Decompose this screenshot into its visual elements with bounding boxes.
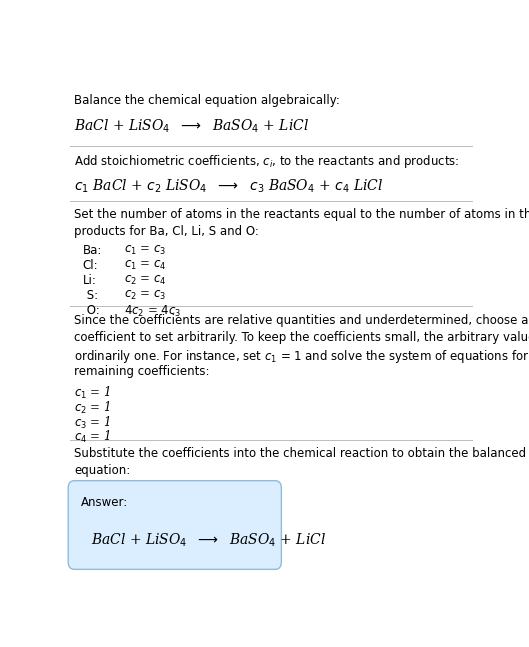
Text: Add stoichiometric coefficients, $c_i$, to the reactants and products:: Add stoichiometric coefficients, $c_i$, … <box>74 153 460 170</box>
Text: coefficient to set arbitrarily. To keep the coefficients small, the arbitrary va: coefficient to set arbitrarily. To keep … <box>74 331 529 344</box>
Text: Cl:: Cl: <box>83 259 98 272</box>
Text: $c_3$ = 1: $c_3$ = 1 <box>74 415 111 430</box>
FancyBboxPatch shape <box>68 481 281 569</box>
Text: Substitute the coefficients into the chemical reaction to obtain the balanced: Substitute the coefficients into the che… <box>74 447 526 460</box>
Text: $c_2$ = $c_4$: $c_2$ = $c_4$ <box>124 274 166 287</box>
Text: BaCl + LiSO$_4$  $\longrightarrow$  BaSO$_4$ + LiCl: BaCl + LiSO$_4$ $\longrightarrow$ BaSO$_… <box>74 118 309 135</box>
Text: equation:: equation: <box>74 465 131 477</box>
Text: Ba:: Ba: <box>83 244 102 257</box>
Text: Li:: Li: <box>83 274 96 287</box>
Text: Answer:: Answer: <box>80 496 127 509</box>
Text: $c_2$ = 1: $c_2$ = 1 <box>74 399 111 415</box>
Text: BaCl + LiSO$_4$  $\longrightarrow$  BaSO$_4$ + LiCl: BaCl + LiSO$_4$ $\longrightarrow$ BaSO$_… <box>91 532 326 549</box>
Text: $c_2$ = $c_3$: $c_2$ = $c_3$ <box>124 289 166 302</box>
Text: ordinarily one. For instance, set $c_1$ = 1 and solve the system of equations fo: ordinarily one. For instance, set $c_1$ … <box>74 347 529 365</box>
Text: O:: O: <box>83 304 99 317</box>
Text: remaining coefficients:: remaining coefficients: <box>74 365 210 378</box>
Text: $c_4$ = 1: $c_4$ = 1 <box>74 430 111 446</box>
Text: $c_1$ BaCl + $c_2$ LiSO$_4$  $\longrightarrow$  $c_3$ BaSO$_4$ + $c_4$ LiCl: $c_1$ BaCl + $c_2$ LiSO$_4$ $\longrighta… <box>74 177 384 195</box>
Text: $c_1$ = $c_3$: $c_1$ = $c_3$ <box>124 244 166 257</box>
Text: Balance the chemical equation algebraically:: Balance the chemical equation algebraica… <box>74 94 340 107</box>
Text: products for Ba, Cl, Li, S and O:: products for Ba, Cl, Li, S and O: <box>74 225 259 238</box>
Text: $4c_2$ = $4c_3$: $4c_2$ = $4c_3$ <box>124 304 181 319</box>
Text: $c_1$ = 1: $c_1$ = 1 <box>74 384 111 400</box>
Text: Since the coefficients are relative quantities and underdetermined, choose a: Since the coefficients are relative quan… <box>74 314 528 327</box>
Text: S:: S: <box>83 289 98 302</box>
Text: $c_1$ = $c_4$: $c_1$ = $c_4$ <box>124 259 166 272</box>
Text: Set the number of atoms in the reactants equal to the number of atoms in the: Set the number of atoms in the reactants… <box>74 208 529 221</box>
